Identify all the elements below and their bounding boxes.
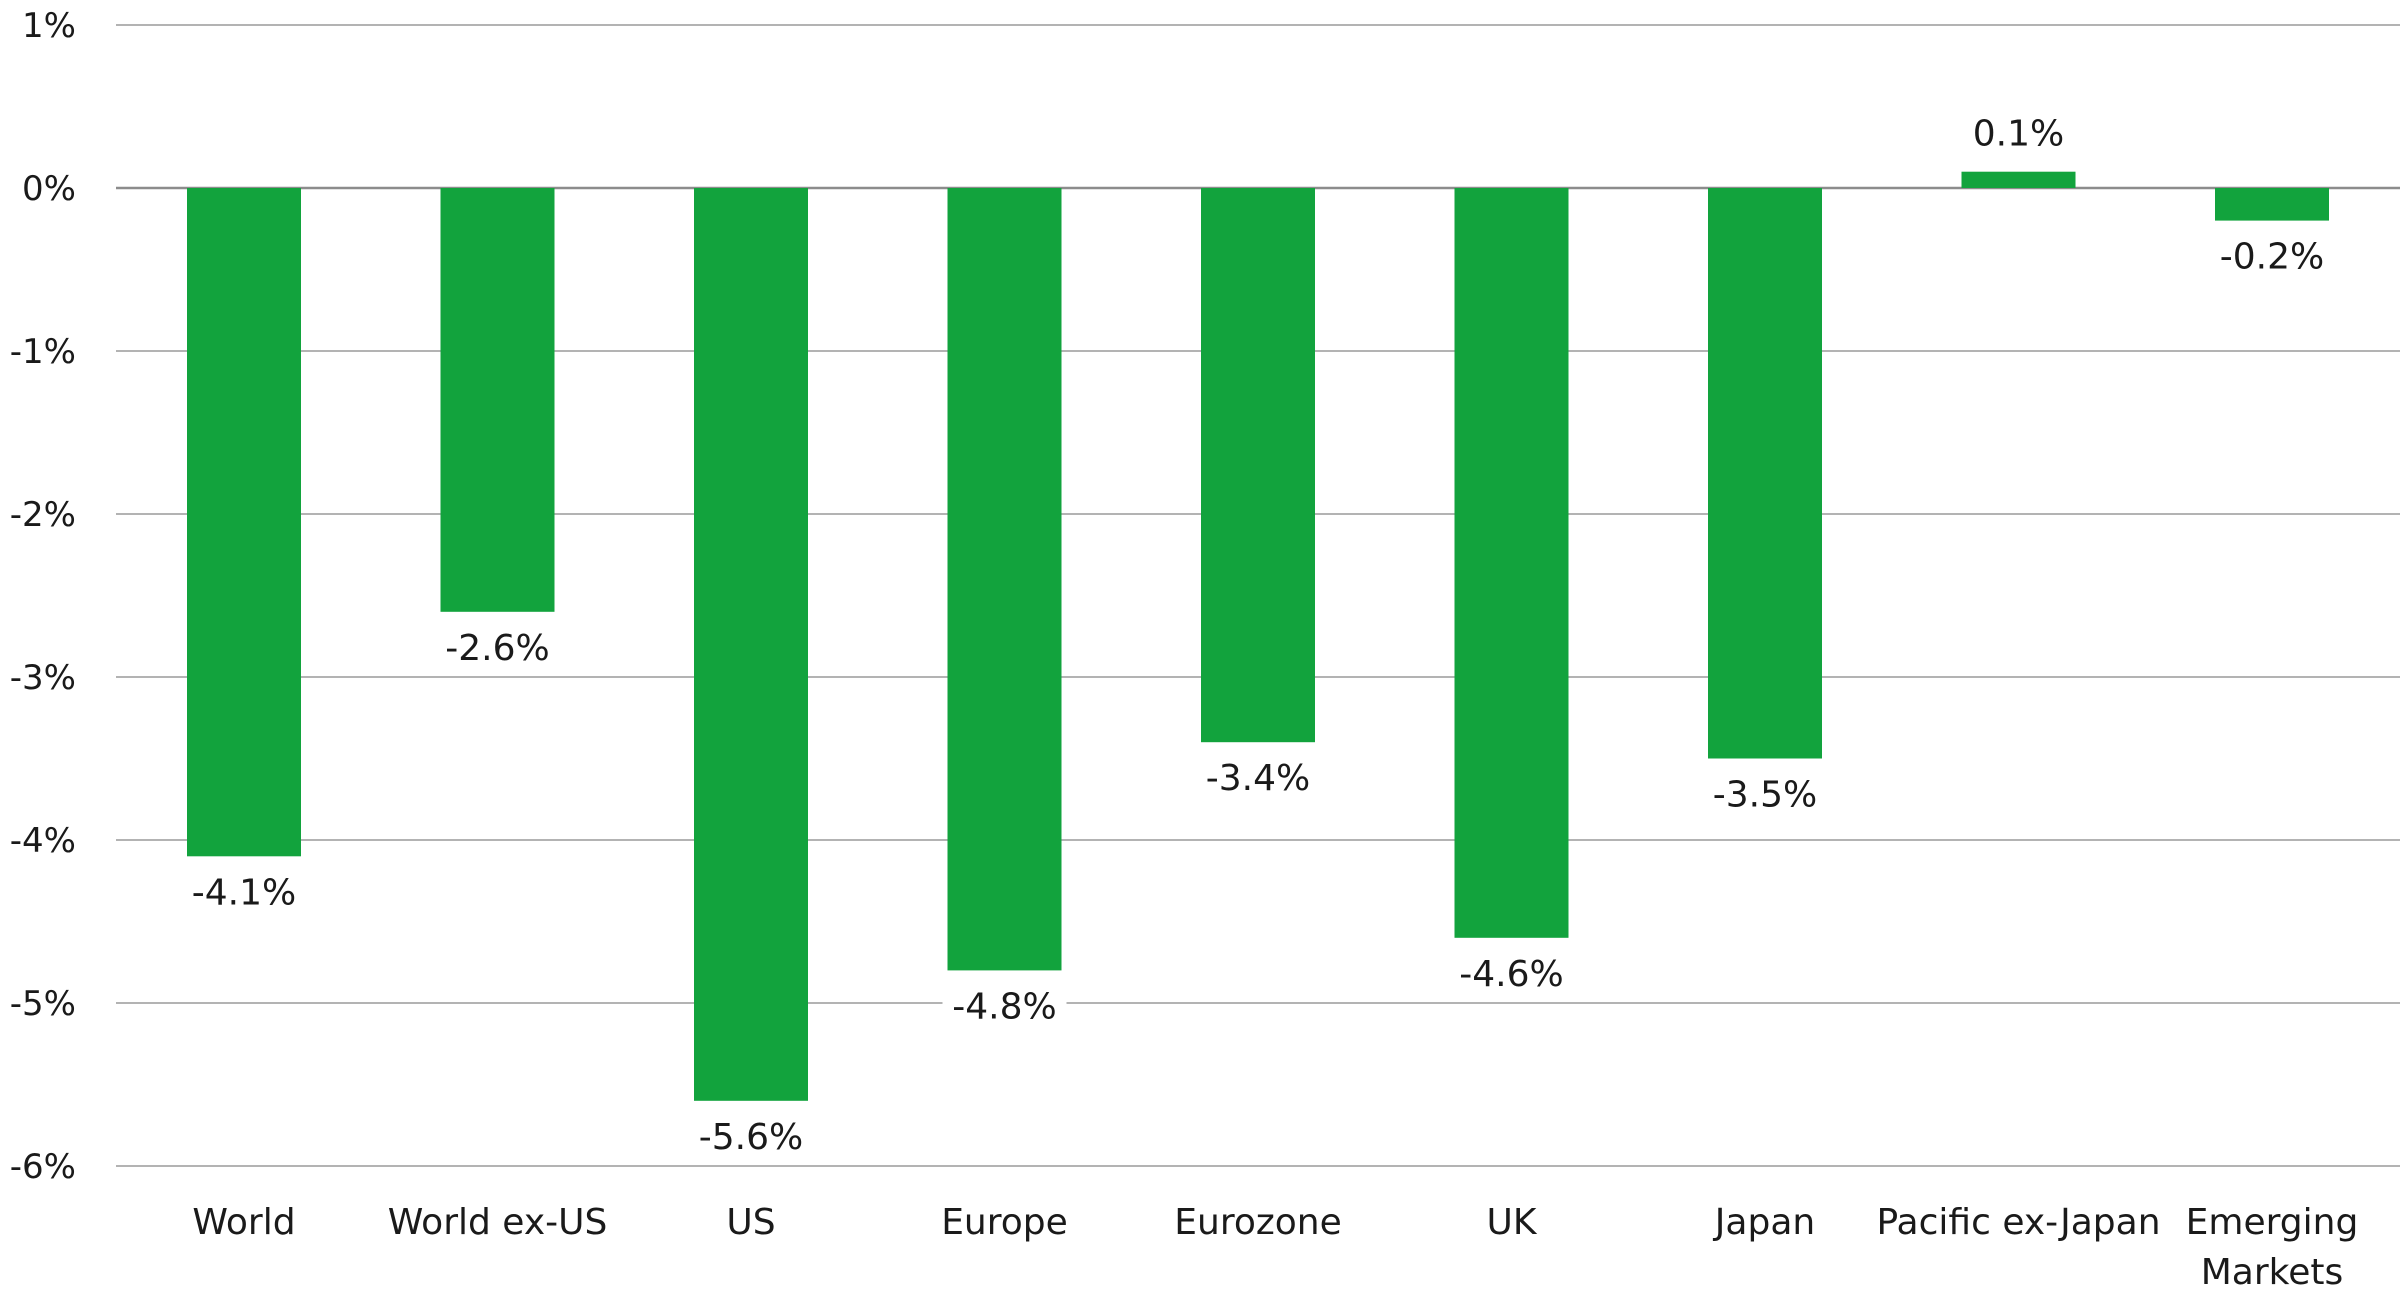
data-label: -5.6% bbox=[699, 1117, 803, 1158]
x-category-label: Europe bbox=[941, 1202, 1068, 1243]
data-label: -4.6% bbox=[1459, 954, 1563, 995]
x-axis-categories: World World ex-US US Europe Eurozone UK Japan P… bbox=[192, 1202, 2358, 1293]
data-labels: -4.1% -2.6% -5.6% -4.8% -3.4% -4.6% -3.5% 0.1% -… bbox=[182, 107, 2334, 1165]
bars bbox=[187, 171, 2329, 1101]
bar bbox=[694, 188, 808, 1101]
data-label: -3.5% bbox=[1713, 775, 1817, 816]
bar bbox=[440, 188, 555, 612]
data-label: -3.4% bbox=[1206, 758, 1310, 799]
data-label-backdrop bbox=[1956, 107, 2081, 162]
x-category-label: US bbox=[726, 1202, 775, 1243]
data-label-backdrop bbox=[942, 980, 1067, 1035]
y-tick-label: -5% bbox=[10, 984, 76, 1024]
data-label: -4.8% bbox=[952, 986, 1056, 1027]
bar bbox=[1961, 171, 2076, 188]
bar bbox=[2215, 188, 2329, 221]
data-label-backdrop bbox=[182, 866, 306, 921]
x-category-label: Markets bbox=[2201, 1252, 2344, 1293]
x-category-label: Japan bbox=[1713, 1202, 1815, 1243]
x-category-label: World bbox=[192, 1202, 295, 1243]
bar bbox=[1708, 188, 1822, 759]
y-axis-ticks: 1% 0% -1% -2% -3% -4% -5% -6% bbox=[10, 6, 76, 1187]
y-tick-label: -4% bbox=[10, 821, 76, 861]
x-category-label: Emerging bbox=[2186, 1202, 2359, 1243]
bar bbox=[187, 188, 301, 857]
data-label: -0.2% bbox=[2220, 237, 2324, 278]
bar bbox=[947, 188, 1062, 971]
data-label-backdrop bbox=[689, 1110, 813, 1165]
x-category-label: Eurozone bbox=[1174, 1202, 1341, 1243]
bar bbox=[1201, 188, 1315, 743]
x-category-label: UK bbox=[1487, 1202, 1538, 1243]
data-label-backdrop bbox=[1196, 752, 1320, 807]
data-label-backdrop bbox=[2210, 230, 2334, 285]
y-tick-label: -2% bbox=[10, 495, 76, 535]
y-tick-label: -3% bbox=[10, 658, 76, 698]
data-label-backdrop bbox=[1703, 768, 1827, 823]
data-label: -2.6% bbox=[445, 628, 549, 669]
y-tick-label: 1% bbox=[22, 6, 76, 46]
y-tick-label: -6% bbox=[10, 1147, 76, 1187]
y-tick-label: 0% bbox=[22, 169, 76, 209]
y-tick-label: -1% bbox=[10, 332, 76, 372]
data-label-backdrop bbox=[435, 621, 560, 676]
data-label: 0.1% bbox=[1973, 114, 2064, 155]
x-category-label: Pacific ex-Japan bbox=[1876, 1202, 2160, 1243]
x-category-label: World ex-US bbox=[388, 1202, 608, 1243]
data-label: -4.1% bbox=[192, 872, 296, 913]
data-label-backdrop bbox=[1449, 947, 1574, 1002]
bar bbox=[1454, 188, 1569, 938]
